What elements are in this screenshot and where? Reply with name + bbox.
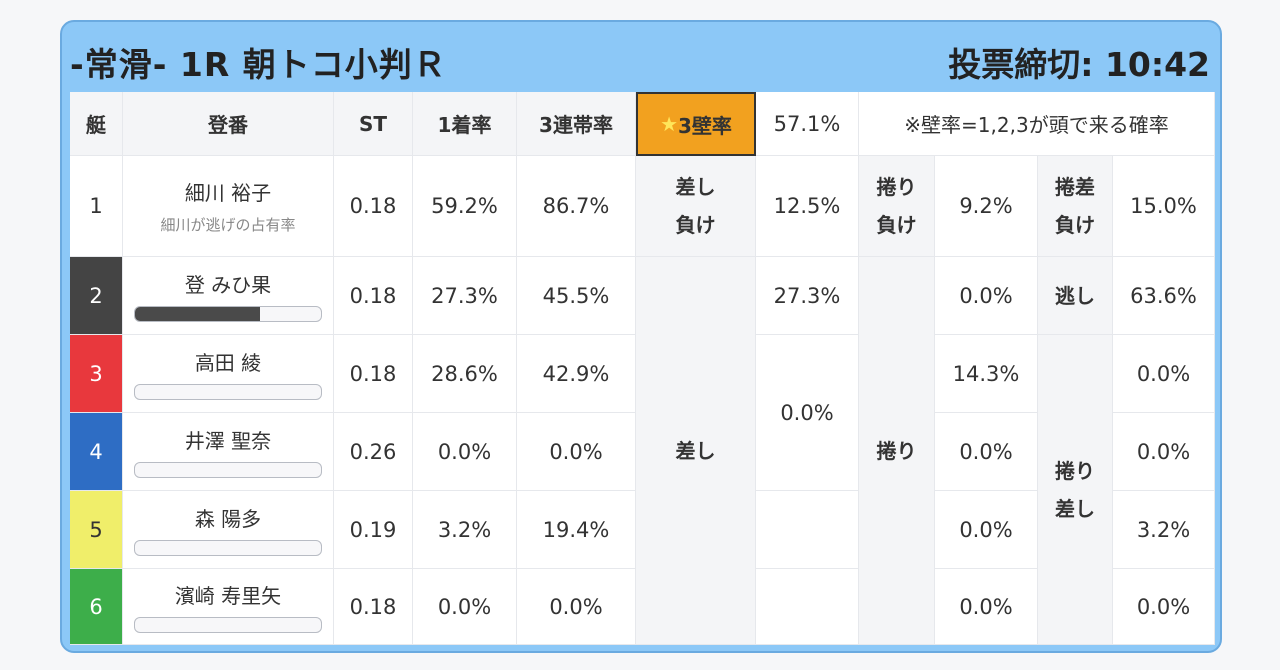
first-rate-5: 3.2% bbox=[413, 491, 517, 569]
pattern-sashi: 差し bbox=[636, 257, 756, 645]
ms-value-6: 0.0% bbox=[1113, 569, 1215, 645]
racer-name: 森 陽多 bbox=[194, 507, 262, 531]
racer-cell-5: 森 陽多 bbox=[123, 491, 334, 569]
sashi-value-5 bbox=[756, 491, 859, 569]
racer-cell-1: 細川 裕子 細川が逃げの占有率 bbox=[123, 156, 334, 257]
st-6: 0.18 bbox=[334, 569, 413, 645]
share-bar-fill bbox=[135, 307, 260, 321]
lane-4: 4 bbox=[70, 413, 123, 491]
makuri-value-4: 0.0% bbox=[935, 413, 1038, 491]
col-header-st: ST bbox=[334, 92, 413, 156]
pattern-line: 負け bbox=[1055, 213, 1095, 237]
st-4: 0.26 bbox=[334, 413, 413, 491]
pattern-line: 捲り bbox=[1055, 458, 1095, 483]
makuri-value-5: 0.0% bbox=[935, 491, 1038, 569]
pattern-makuri: 捲り bbox=[859, 257, 935, 645]
wall-rate-value: 57.1% bbox=[756, 92, 859, 156]
pattern-sashi-make: 差し 負け bbox=[636, 156, 756, 257]
col-header-reg: 登番 bbox=[123, 92, 334, 156]
star-icon: ★ bbox=[660, 112, 678, 136]
st-5: 0.19 bbox=[334, 491, 413, 569]
makuri-value-2: 0.0% bbox=[935, 257, 1038, 335]
third-rate-5: 19.4% bbox=[517, 491, 636, 569]
lane-2: 2 bbox=[70, 257, 123, 335]
sashi-value-3-4: 0.0% bbox=[756, 335, 859, 491]
racer-name: 濱崎 寿里矢 bbox=[174, 584, 282, 608]
share-bar bbox=[134, 540, 322, 556]
pattern-line: 差し bbox=[675, 175, 716, 199]
col-header-first-rate: 1着率 bbox=[413, 92, 517, 156]
sashi-value-6 bbox=[756, 569, 859, 645]
ms-value-4: 0.0% bbox=[1113, 413, 1215, 491]
pattern-makurisashi-make: 捲差 負け bbox=[1038, 156, 1113, 257]
pattern-nige: 逃し bbox=[1038, 257, 1113, 335]
lane-3: 3 bbox=[70, 335, 123, 413]
pattern-line: 捲差 bbox=[1055, 175, 1095, 199]
st-3: 0.18 bbox=[334, 335, 413, 413]
value-makuri-make: 9.2% bbox=[935, 156, 1038, 257]
ms-value-5: 3.2% bbox=[1113, 491, 1215, 569]
makuri-value-6: 0.0% bbox=[935, 569, 1038, 645]
first-rate-6: 0.0% bbox=[413, 569, 517, 645]
race-title: -常滑- 1R 朝トコ小判Ｒ bbox=[70, 45, 447, 84]
share-bar bbox=[134, 306, 322, 322]
first-rate-1: 59.2% bbox=[413, 156, 517, 257]
stats-table: 艇 登番 ST 1着率 3連帯率 ★ 3壁率 57.1% ※壁率=1,2,3が頭… bbox=[70, 92, 1215, 645]
value-makurisashi-make: 15.0% bbox=[1113, 156, 1215, 257]
sashi-value-2: 27.3% bbox=[756, 257, 859, 335]
st-2: 0.18 bbox=[334, 257, 413, 335]
pattern-line: 差し bbox=[1055, 496, 1095, 521]
racer-name: 細川 裕子 bbox=[184, 181, 272, 205]
wall-rate-header: ★ 3壁率 bbox=[636, 92, 756, 156]
pattern-makurisashi: 捲り 差し bbox=[1038, 335, 1113, 645]
share-bar bbox=[134, 384, 322, 400]
racer-name: 井澤 聖奈 bbox=[184, 429, 272, 453]
st-1: 0.18 bbox=[334, 156, 413, 257]
wall-rate-note: ※壁率=1,2,3が頭で来る確率 bbox=[859, 92, 1215, 156]
racer-cell-3: 高田 綾 bbox=[123, 335, 334, 413]
first-rate-3: 28.6% bbox=[413, 335, 517, 413]
third-rate-3: 42.9% bbox=[517, 335, 636, 413]
value-sashi-make: 12.5% bbox=[756, 156, 859, 257]
col-header-lane: 艇 bbox=[70, 92, 123, 156]
third-rate-1: 86.7% bbox=[517, 156, 636, 257]
voting-deadline: 投票締切: 10:42 bbox=[948, 45, 1210, 84]
third-rate-6: 0.0% bbox=[517, 569, 636, 645]
ms-value-3: 0.0% bbox=[1113, 335, 1215, 413]
first-rate-4: 0.0% bbox=[413, 413, 517, 491]
share-bar bbox=[134, 617, 322, 633]
racer-name: 高田 綾 bbox=[194, 351, 262, 375]
third-rate-2: 45.5% bbox=[517, 257, 636, 335]
nige-value: 63.6% bbox=[1113, 257, 1215, 335]
makuri-value-3: 14.3% bbox=[935, 335, 1038, 413]
lane-6: 6 bbox=[70, 569, 123, 645]
racer-cell-2: 登 みひ果 bbox=[123, 257, 334, 335]
racer-name: 登 みひ果 bbox=[184, 273, 272, 297]
pattern-line: 捲り bbox=[876, 175, 917, 199]
racer-cell-4: 井澤 聖奈 bbox=[123, 413, 334, 491]
col-header-third-rate: 3連帯率 bbox=[517, 92, 636, 156]
racer-sub: 細川が逃げの占有率 bbox=[160, 216, 296, 234]
share-bar bbox=[134, 462, 322, 478]
lane-1: 1 bbox=[70, 156, 123, 257]
race-header: -常滑- 1R 朝トコ小判Ｒ 投票締切: 10:42 bbox=[62, 22, 1220, 92]
pattern-line: 負け bbox=[876, 213, 917, 237]
third-rate-4: 0.0% bbox=[517, 413, 636, 491]
lane-5: 5 bbox=[70, 491, 123, 569]
pattern-line: 負け bbox=[675, 213, 716, 237]
pattern-makuri-make: 捲り 負け bbox=[859, 156, 935, 257]
first-rate-2: 27.3% bbox=[413, 257, 517, 335]
racer-cell-6: 濱崎 寿里矢 bbox=[123, 569, 334, 645]
race-card: -常滑- 1R 朝トコ小判Ｒ 投票締切: 10:42 艇 登番 ST 1着率 3… bbox=[60, 20, 1222, 653]
wall-rate-label: 3壁率 bbox=[678, 113, 732, 138]
